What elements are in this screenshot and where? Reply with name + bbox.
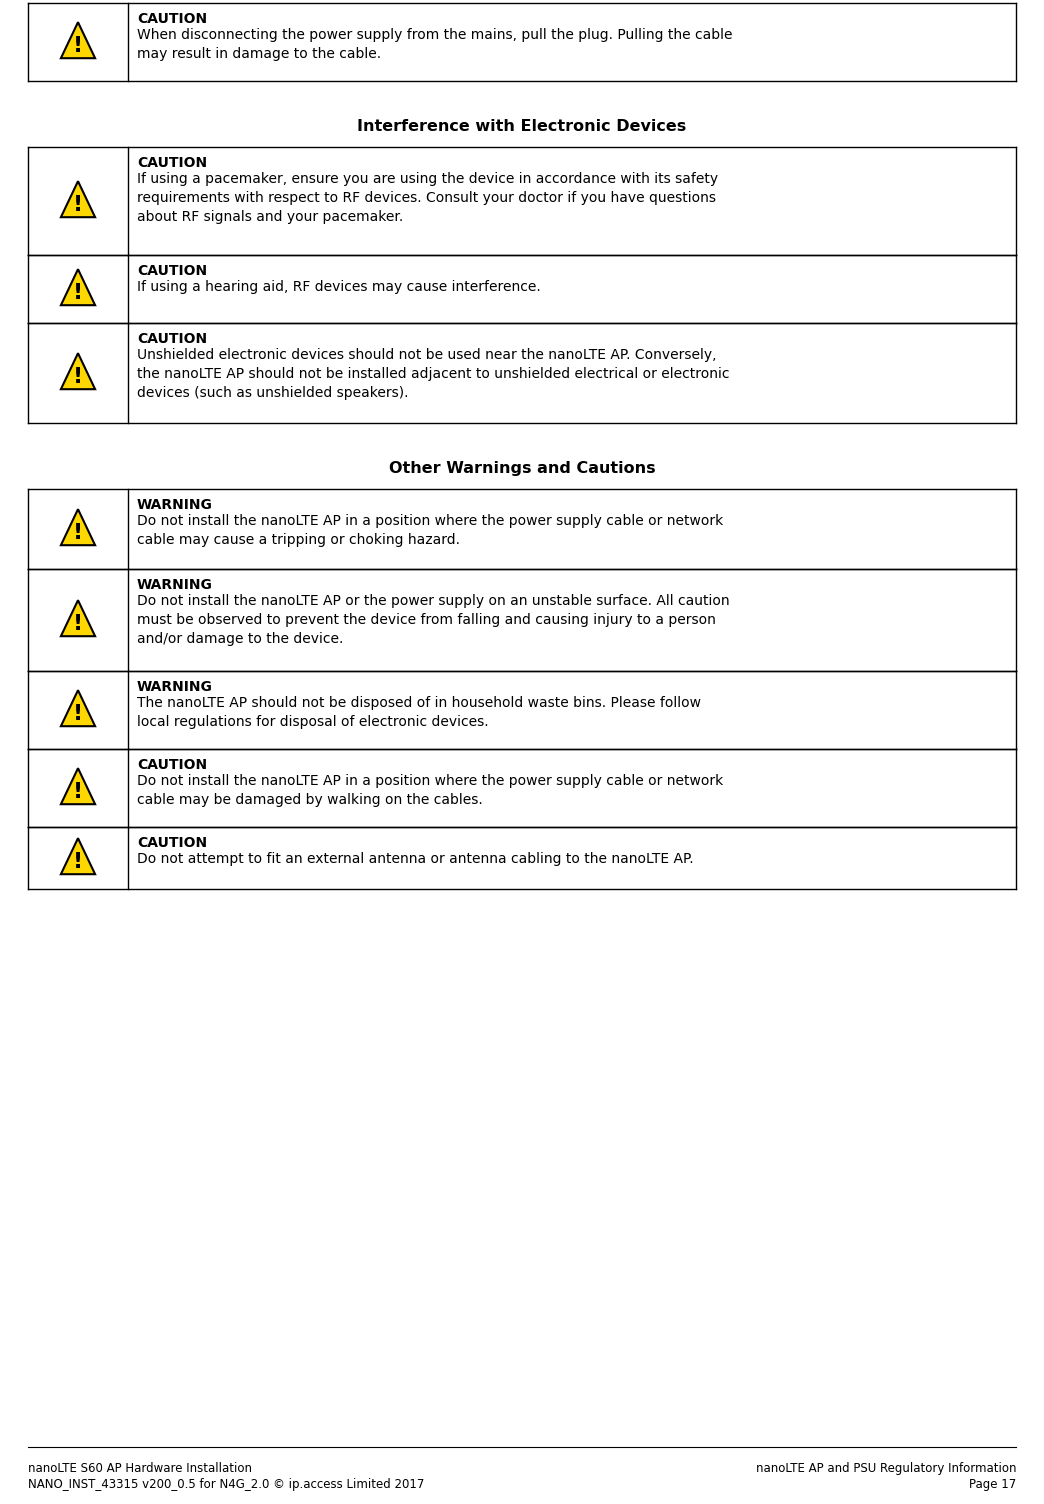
Text: CAUTION: CAUTION [137,332,207,346]
Text: !: ! [73,851,84,872]
Text: Page 17: Page 17 [969,1478,1016,1490]
Text: !: ! [73,367,84,387]
Text: CAUTION: CAUTION [137,12,207,26]
Text: NANO_INST_43315 v200_0.5 for N4G_2.0 © ip.access Limited 2017: NANO_INST_43315 v200_0.5 for N4G_2.0 © i… [28,1478,424,1490]
Text: If using a hearing aid, RF devices may cause interference.: If using a hearing aid, RF devices may c… [137,280,541,293]
Text: !: ! [73,614,84,633]
Text: Interference with Electronic Devices: Interference with Electronic Devices [357,119,687,134]
Polygon shape [61,23,95,59]
Text: When disconnecting the power supply from the mains, pull the plug. Pulling the c: When disconnecting the power supply from… [137,29,733,62]
Text: !: ! [73,704,84,723]
Text: !: ! [73,522,84,543]
Polygon shape [61,353,95,390]
Text: !: ! [73,36,84,56]
Text: Do not install the nanoLTE AP in a position where the power supply cable or netw: Do not install the nanoLTE AP in a posit… [137,775,723,808]
Text: CAUTION: CAUTION [137,758,207,772]
Text: WARNING: WARNING [137,498,213,511]
Polygon shape [61,180,95,217]
Text: !: ! [73,194,84,215]
Text: WARNING: WARNING [137,578,213,593]
Text: The nanoLTE AP should not be disposed of in household waste bins. Please follow
: The nanoLTE AP should not be disposed of… [137,696,701,729]
Text: WARNING: WARNING [137,680,213,693]
Text: Other Warnings and Cautions: Other Warnings and Cautions [388,462,656,475]
Polygon shape [61,690,95,726]
Text: Do not install the nanoLTE AP or the power supply on an unstable surface. All ca: Do not install the nanoLTE AP or the pow… [137,594,730,645]
Text: !: ! [73,283,84,302]
Text: nanoLTE S60 AP Hardware Installation: nanoLTE S60 AP Hardware Installation [28,1462,252,1475]
Text: !: ! [73,782,84,802]
Polygon shape [61,510,95,546]
Polygon shape [61,769,95,805]
Text: If using a pacemaker, ensure you are using the device in accordance with its saf: If using a pacemaker, ensure you are usi… [137,171,718,224]
Text: CAUTION: CAUTION [137,156,207,170]
Text: nanoLTE AP and PSU Regulatory Information: nanoLTE AP and PSU Regulatory Informatio… [756,1462,1016,1475]
Text: Do not install the nanoLTE AP in a position where the power supply cable or netw: Do not install the nanoLTE AP in a posit… [137,514,723,547]
Polygon shape [61,269,95,305]
Polygon shape [61,838,95,874]
Text: Do not attempt to fit an external antenna or antenna cabling to the nanoLTE AP.: Do not attempt to fit an external antenn… [137,851,693,866]
Text: CAUTION: CAUTION [137,836,207,850]
Text: Unshielded electronic devices should not be used near the nanoLTE AP. Conversely: Unshielded electronic devices should not… [137,347,730,400]
Polygon shape [61,600,95,636]
Text: CAUTION: CAUTION [137,265,207,278]
